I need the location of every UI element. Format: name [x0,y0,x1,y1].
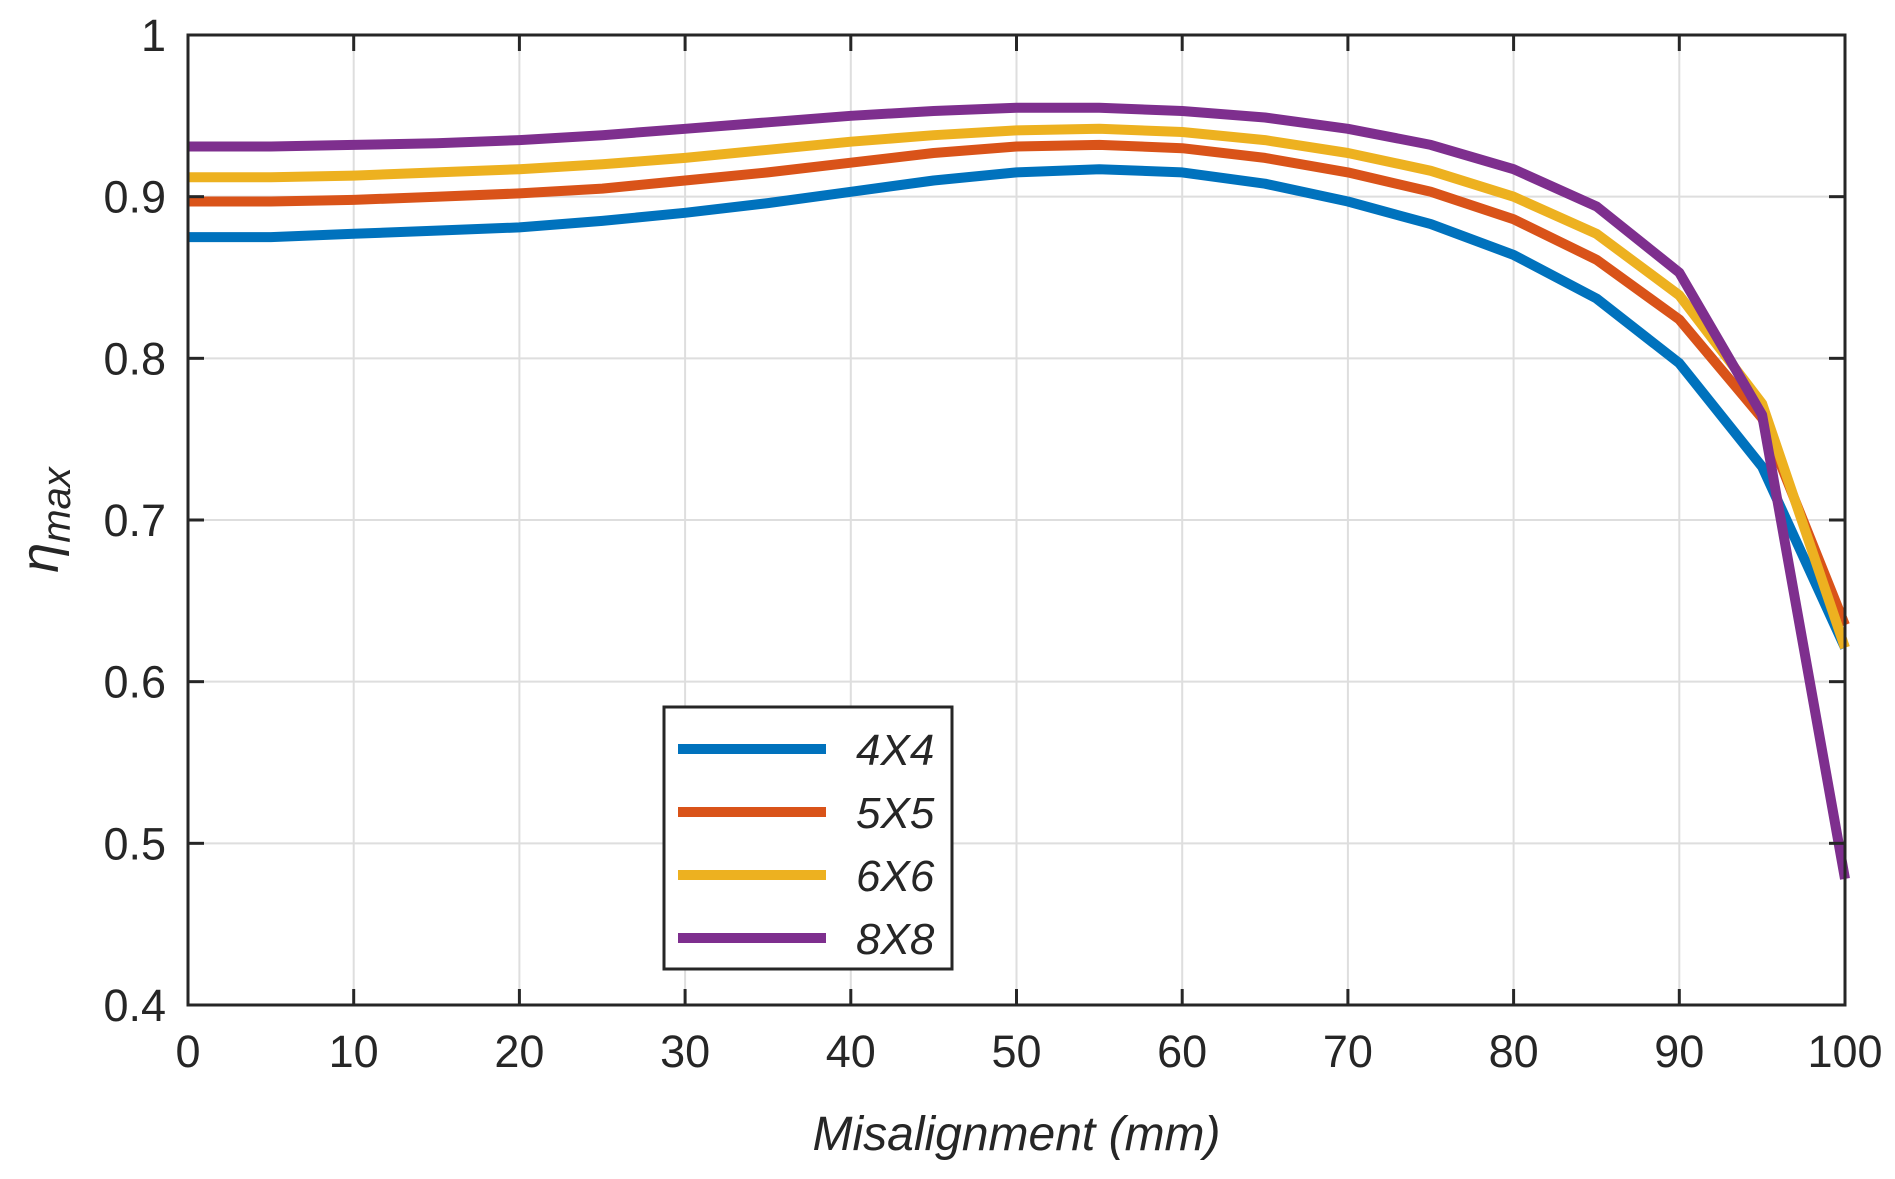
legend: 4X4 5X5 6X6 8X8 [662,705,954,971]
series-line-8x8 [188,102,1850,880]
y-tick-label: 0.5 [103,818,166,869]
x-tick-label: 10 [329,1026,379,1077]
legend-label-5x5: 5X5 [856,789,935,838]
y-axis-title-main: η [10,543,70,573]
x-tick-label: 90 [1654,1026,1704,1077]
x-tick-label: 40 [826,1026,876,1077]
y-tick-label: 0.6 [103,657,166,708]
series-line-6x6 [188,123,1850,650]
y-tick-label: 1 [141,10,166,61]
x-tick-label: 20 [494,1026,544,1077]
y-tick-label: 0.9 [103,172,166,223]
x-tick-label: 0 [175,1026,200,1077]
series-lines [188,102,1850,880]
y-tick-label: 0.8 [103,333,166,384]
legend-label-4x4: 4X4 [856,726,934,775]
x-tick-label: 100 [1807,1026,1882,1077]
axis-ticks [186,33,1847,1007]
y-tick-labels: 0.4 0.5 0.6 0.7 0.8 0.9 1 [103,10,166,1031]
x-tick-label: 50 [991,1026,1041,1077]
y-tick-label: 0.7 [103,495,166,546]
x-tick-label: 60 [1157,1026,1207,1077]
y-axis-title-subscript: max [35,465,79,543]
x-tick-label: 70 [1323,1026,1373,1077]
x-tick-labels: 0 10 20 30 40 50 60 70 80 90 100 [175,1026,1882,1077]
series-line-5x5 [188,139,1850,627]
legend-label-6x6: 6X6 [856,852,935,901]
x-tick-label: 30 [660,1026,710,1077]
series-line-4x4 [188,164,1850,650]
x-tick-label: 80 [1489,1026,1539,1077]
legend-label-8x8: 8X8 [856,915,935,964]
y-tick-label: 0.4 [103,980,166,1031]
y-axis-title: ηmax [10,465,79,573]
x-axis-title: Misalignment (mm) [812,1108,1220,1161]
